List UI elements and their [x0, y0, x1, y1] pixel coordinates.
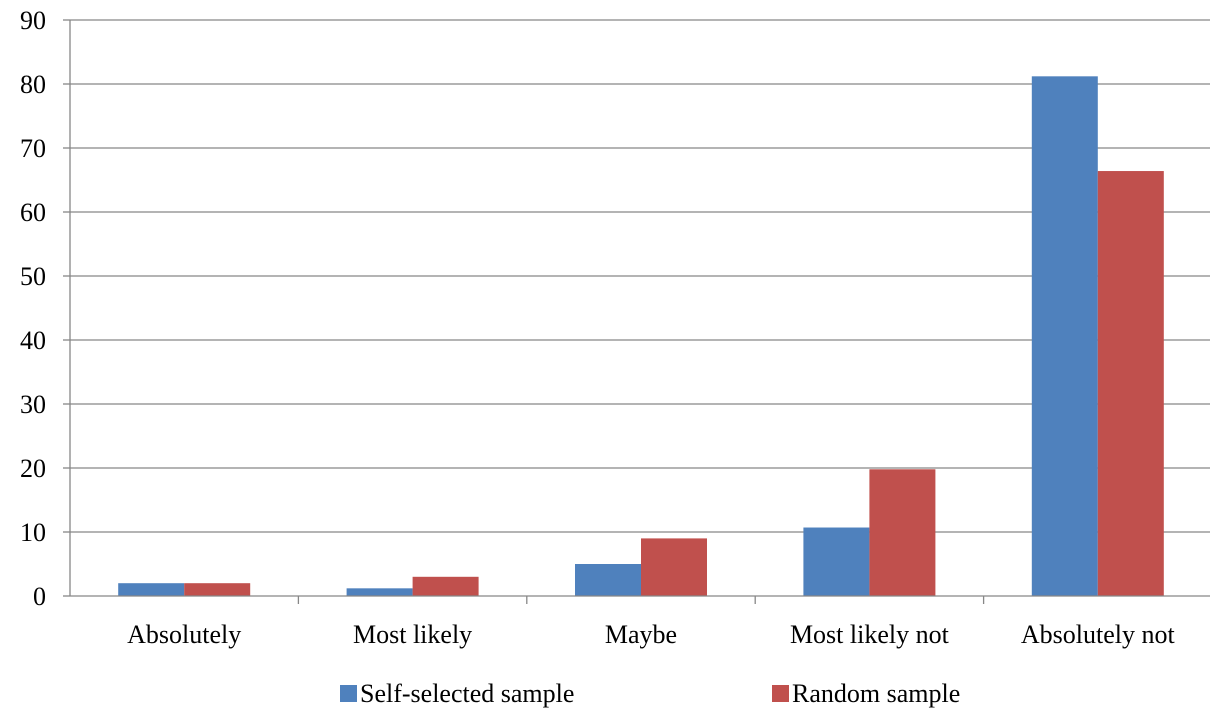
legend: Self-selected sample Random sample	[340, 679, 960, 708]
category-label: Most likely not	[790, 620, 950, 649]
axes	[63, 19, 1210, 604]
gridlines	[70, 19, 1210, 533]
y-tick-label: 50	[20, 262, 46, 291]
bar-random-2	[641, 538, 707, 596]
y-axis-tick-labels: 0 10 20 30 40 50 60 70 80 90	[20, 6, 46, 611]
y-tick-label: 70	[20, 134, 46, 163]
category-label: Most likely	[353, 620, 472, 649]
bar-random-4	[1097, 171, 1164, 597]
bar-random-3	[869, 469, 936, 596]
legend-label: Self-selected sample	[360, 679, 574, 708]
legend-swatch-random	[772, 685, 789, 702]
bar-self-selected-2	[575, 564, 641, 596]
category-label: Maybe	[605, 620, 677, 649]
y-tick-label: 60	[20, 198, 46, 227]
bar-random-0	[184, 583, 251, 596]
bar-self-selected-0	[118, 583, 185, 596]
y-tick-label: 30	[20, 390, 46, 419]
bar-self-selected-1	[346, 588, 413, 596]
bar-self-selected-4	[1031, 76, 1098, 596]
y-tick-label: 80	[20, 70, 46, 99]
bar-random-1	[412, 576, 479, 596]
bar-self-selected-3	[803, 527, 870, 596]
y-tick-label: 20	[20, 454, 46, 483]
x-axis-category-labels: Absolutely Most likely Maybe Most likely no…	[127, 620, 1175, 649]
y-tick-label: 40	[20, 326, 46, 355]
category-label: Absolutely not	[1021, 620, 1176, 649]
category-label: Absolutely	[127, 620, 241, 649]
bars	[118, 76, 1164, 597]
y-tick-label: 90	[20, 6, 46, 35]
legend-label: Random sample	[792, 679, 960, 708]
y-tick-label: 10	[20, 518, 46, 547]
y-tick-label: 0	[33, 582, 46, 611]
legend-swatch-self-selected	[340, 685, 357, 702]
